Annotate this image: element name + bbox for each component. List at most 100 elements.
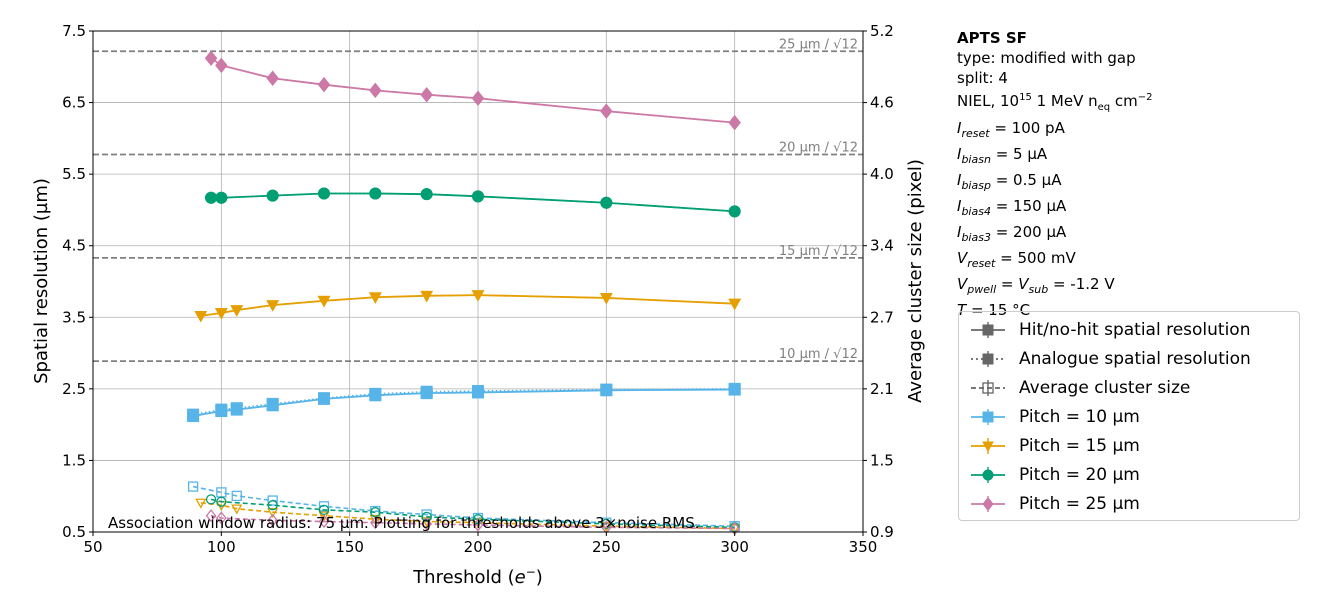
y-right-tick-label: 4.6 — [870, 94, 894, 112]
hit-resolution-point — [266, 70, 279, 86]
series-diamond — [204, 50, 741, 536]
cluster-size-line — [192, 485, 735, 527]
legend-marker — [982, 381, 994, 394]
legend-swatch — [971, 379, 1005, 396]
legend-label: Average cluster size — [1019, 377, 1191, 398]
info-split: split: 4 — [957, 69, 1008, 87]
hit-resolution-point — [369, 187, 382, 200]
hit-resolution-point — [472, 190, 484, 203]
cluster-size-point — [231, 490, 242, 502]
legend-label: Analogue spatial resolution — [1019, 348, 1251, 369]
y-right-tick-label: 2.1 — [870, 380, 894, 398]
reference-line-label: 25 µm / √12 — [779, 37, 858, 52]
legend-item: Hit/no-hit spatial resolution — [959, 315, 1299, 344]
info-param: Ibias3 = 200 µA — [957, 223, 1067, 244]
legend-marker — [982, 441, 994, 452]
cluster-size-point — [421, 511, 432, 523]
y-right-tick-label: 4.0 — [870, 165, 894, 183]
hit-resolution-point — [420, 188, 433, 201]
x-tick-label: 350 — [849, 538, 878, 556]
cluster-size-point — [267, 500, 278, 511]
cluster-size-point — [267, 495, 278, 506]
cluster-size-point — [195, 498, 207, 509]
y-left-tick-label: 1.5 — [62, 451, 86, 469]
cluster-size-point — [267, 507, 279, 519]
y-axis-left-label: Spatial resolution (µm) — [31, 178, 52, 384]
hit-resolution-point — [420, 387, 433, 400]
hit-resolution-point — [600, 384, 613, 397]
x-tick-label: 300 — [720, 538, 749, 556]
info-niel: NIEL, 1015 1 MeV neq cm−2 — [957, 92, 1153, 113]
legend: Hit/no-hit spatial resolution Analogue sp… — [958, 311, 1300, 521]
hit-resolution-point — [471, 90, 485, 106]
series-circle — [205, 187, 741, 533]
hit-resolution-point — [728, 205, 741, 218]
legend-item: Pitch = 20 µm — [959, 460, 1299, 489]
hit-resolution-point — [600, 103, 613, 119]
info-param: T = 15 °C — [957, 301, 1031, 319]
legend-label: Hit/no-hit spatial resolution — [1019, 319, 1251, 340]
cluster-size-line — [200, 502, 735, 530]
y-right-tick-label: 0.9 — [870, 523, 894, 541]
hit-resolution-point — [317, 295, 331, 308]
y-left-tick-label: 7.5 — [62, 22, 86, 40]
hit-resolution-point — [600, 196, 613, 209]
axis-ticks: 50 100 150 200 250 300 350 0.5 1.5 2.5 3.5 4.5 5.5 6.… — [62, 22, 894, 556]
info-param: Vreset = 500 mV — [957, 249, 1076, 270]
info-param: Ireset = 100 pA — [957, 119, 1065, 140]
x-tick-label: 200 — [464, 538, 493, 556]
y-left-tick-label: 4.5 — [62, 237, 86, 255]
hit-resolution-point — [472, 386, 484, 399]
cluster-size-point — [318, 504, 330, 516]
reference-line-label: 15 µm / √12 — [779, 244, 858, 259]
info-param: Ibiasp = 0.5 µA — [957, 171, 1062, 192]
cluster-size-point — [215, 511, 227, 525]
y-left-tick-label: 0.5 — [62, 523, 86, 541]
hit-resolution-point — [728, 114, 741, 131]
y-left-tick-label: 2.5 — [62, 380, 86, 398]
hit-resolution-point — [230, 305, 244, 317]
legend-swatch — [971, 495, 1005, 512]
hit-resolution-point — [728, 383, 741, 396]
cluster-size-point — [318, 511, 330, 522]
y-left-tick-label: 6.5 — [62, 94, 86, 112]
cluster-size-point — [216, 496, 227, 507]
legend-marker — [982, 496, 994, 511]
legend-swatch — [971, 437, 1005, 454]
hit-resolution-point — [728, 298, 742, 311]
hit-resolution-point — [318, 392, 330, 405]
cluster-size-point — [421, 517, 433, 531]
y-left-tick-label: 3.5 — [62, 308, 86, 326]
hit-resolution-line — [192, 388, 735, 417]
cluster-size-point — [205, 509, 217, 523]
legend-marker — [982, 353, 994, 364]
x-tick-label: 250 — [592, 538, 621, 556]
reference-line-label: 10 µm / √12 — [779, 347, 858, 362]
hit-resolution-point — [317, 77, 331, 93]
cluster-size-line — [210, 514, 735, 530]
hit-resolution-point — [215, 57, 228, 73]
legend-item: Pitch = 10 µm — [959, 402, 1299, 431]
legend-item: Average cluster size — [959, 373, 1299, 402]
info-type: type: modified with gap — [957, 49, 1136, 67]
cluster-size-point — [318, 501, 330, 512]
hit-resolution-point — [215, 405, 228, 418]
hit-resolution-point — [187, 410, 200, 423]
cluster-size-line — [210, 498, 735, 529]
hit-resolution-point — [266, 189, 279, 202]
chart: 25 µm / √12 20 µm / √12 15 µm / √12 10 µm /… — [31, 22, 926, 588]
info-title: APTS SF — [957, 29, 1027, 47]
reference-line-label: 20 µm / √12 — [779, 141, 858, 156]
x-tick-label: 150 — [335, 538, 364, 556]
analogue-resolution-line — [210, 57, 735, 124]
legend-swatch — [971, 408, 1005, 425]
hit-resolution-point — [369, 389, 382, 402]
legend-marker — [982, 324, 994, 335]
hit-resolution-point — [266, 300, 280, 312]
cluster-size-point — [601, 518, 612, 529]
legend-swatch — [971, 466, 1005, 483]
y-right-tick-label: 2.7 — [870, 308, 894, 326]
analogue-resolution-line — [192, 388, 735, 416]
reference-lines: 25 µm / √12 20 µm / √12 15 µm / √12 10 µm /… — [93, 37, 863, 362]
hit-resolution-point — [230, 403, 243, 416]
